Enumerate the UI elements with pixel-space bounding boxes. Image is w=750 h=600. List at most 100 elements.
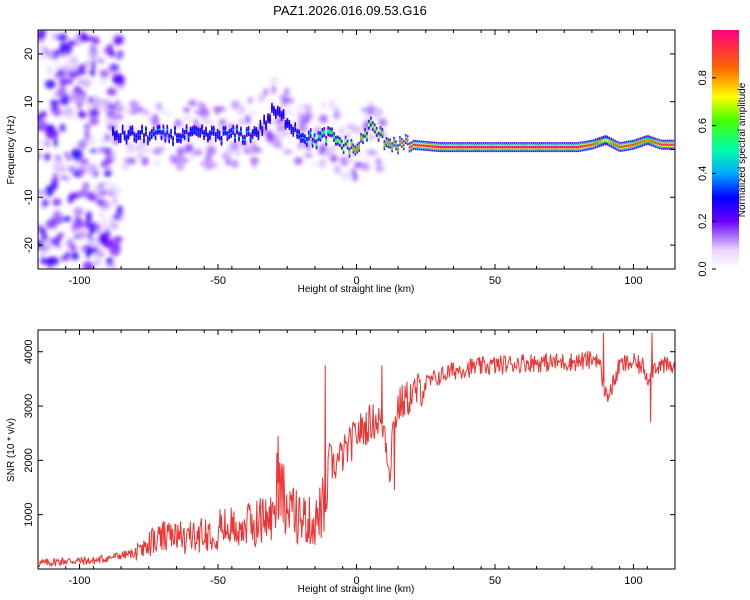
ridge-cell	[300, 137, 302, 140]
ridge-cell	[577, 146, 580, 149]
ridge-cell	[335, 139, 337, 142]
ridge-cell	[263, 118, 265, 121]
x-tick-label: 100	[624, 275, 642, 287]
ridge-cell	[515, 146, 518, 149]
halo-blob	[275, 118, 282, 125]
ridge-cell	[451, 146, 454, 149]
noise-blob	[88, 35, 96, 43]
noise-blob	[60, 175, 68, 180]
ridge-cell	[637, 141, 640, 145]
noise-blob	[38, 151, 41, 160]
ridge-cell	[476, 146, 479, 149]
ridge-cell	[164, 136, 167, 139]
ridge-cell	[585, 144, 587, 147]
ridge-cell	[385, 140, 388, 144]
halo-blob	[378, 118, 387, 127]
ridge-cell	[302, 136, 304, 139]
halo-blob	[334, 107, 339, 113]
halo-blob	[176, 147, 185, 156]
ridge-cell	[666, 143, 669, 146]
noise-blob	[109, 185, 121, 195]
ridge-cell	[629, 144, 632, 147]
noise-blob	[49, 237, 57, 245]
ridge-cell	[437, 145, 440, 149]
ridge-cell	[501, 146, 504, 149]
halo-blob	[199, 105, 208, 114]
ridge-cell	[216, 132, 219, 135]
ridge-cell	[292, 130, 295, 133]
noise-blob	[84, 130, 90, 143]
noise-blob	[77, 139, 87, 150]
noise-blob	[45, 153, 50, 162]
noise-blob	[64, 77, 74, 85]
noise-blob	[87, 96, 94, 104]
noise-blob	[43, 200, 50, 206]
ridge-cell	[331, 131, 333, 134]
noise-blob	[106, 103, 118, 108]
ridge-cell	[238, 135, 240, 138]
ridge-cell	[478, 146, 481, 149]
noise-blob	[112, 73, 117, 80]
ridge-cell	[362, 138, 364, 141]
noise-blob	[50, 180, 58, 191]
ridge-cell	[147, 139, 149, 142]
halo-blob	[298, 123, 308, 133]
ridge-cell	[563, 146, 566, 149]
ridge-cell	[185, 128, 188, 131]
noise-blob	[91, 59, 96, 71]
ridge-cell	[244, 138, 246, 142]
ridge-cell	[602, 139, 605, 142]
colorbar-ticks: 0.0 0.2 0.4 0.6 0.8	[697, 70, 716, 277]
ridge-cell	[275, 112, 277, 116]
noise-blob	[75, 67, 87, 76]
ridge-cell	[645, 139, 647, 142]
noise-blob	[115, 55, 122, 61]
ridge-cell	[523, 146, 525, 149]
halo-blob	[234, 147, 242, 157]
ridge-cell	[348, 151, 351, 154]
halo-blob	[357, 150, 363, 157]
noise-blob	[57, 48, 67, 55]
halo-blob	[115, 100, 120, 105]
ridge-cell	[647, 139, 649, 142]
ridge-cell	[565, 146, 568, 149]
noise-blob	[57, 85, 67, 97]
y-tick-label: 10	[23, 96, 35, 108]
halo-blob	[247, 145, 255, 152]
ridge-cell	[402, 144, 405, 147]
ridge-cell	[166, 128, 169, 131]
noise-blob	[76, 102, 83, 109]
noise-blob	[89, 148, 98, 153]
ridge-cell	[370, 120, 372, 123]
ridge-cell	[364, 132, 366, 135]
halo-blob	[366, 101, 375, 107]
ridge-cell	[211, 129, 213, 132]
ridge-cell	[360, 136, 362, 139]
halo-blob	[345, 156, 353, 164]
ridge-cell	[156, 128, 159, 131]
ridge-cell	[546, 146, 549, 149]
halo-blob	[364, 109, 369, 118]
ridge-cell	[627, 144, 630, 147]
ridge-cell	[606, 139, 609, 142]
halo-blob	[180, 124, 191, 130]
ridge-cell	[610, 141, 613, 144]
noise-blob	[45, 218, 58, 230]
ridge-cell	[556, 146, 558, 149]
halo-blob	[155, 102, 163, 110]
halo-blob	[372, 109, 382, 119]
halo-blob	[182, 114, 193, 122]
ridge-cell	[560, 146, 562, 149]
ridge-cell	[422, 144, 424, 147]
halo-blob	[369, 150, 378, 156]
ridge-cell	[503, 146, 506, 149]
noise-blob	[52, 107, 62, 117]
halo-blob	[282, 96, 289, 105]
ridge-cell	[346, 143, 349, 146]
ridge-cell	[125, 138, 128, 141]
ridge-cell	[339, 140, 341, 144]
ridge-cell	[375, 130, 378, 133]
ridge-cell	[114, 134, 116, 137]
ridge-cell	[381, 132, 384, 135]
ridge-cell	[579, 145, 582, 148]
